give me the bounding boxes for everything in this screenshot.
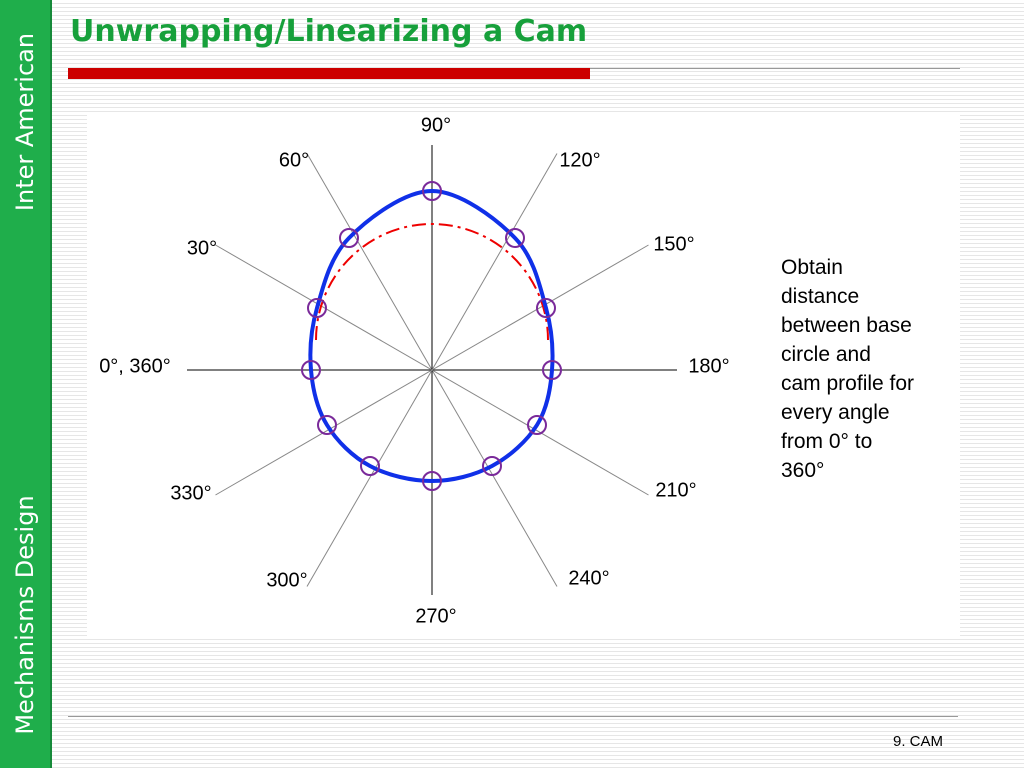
angle-label: 90° [421, 114, 451, 136]
note-line: circle and [781, 343, 871, 366]
sample-point [527, 415, 547, 435]
rule [68, 716, 958, 717]
angle-label: 240° [568, 567, 609, 589]
sample-point [536, 298, 556, 318]
sidebar-text: Mechanisms Design [11, 495, 39, 735]
sample-point [360, 456, 380, 476]
angle-label: 0°, 360° [99, 355, 171, 377]
sample-point [307, 298, 327, 318]
note-line: between base [781, 314, 912, 337]
angle-label: 330° [170, 482, 211, 504]
sample-point [505, 228, 525, 248]
angle-label: 150° [653, 233, 694, 255]
angle-label: 210° [655, 479, 696, 501]
angle-label: 30° [187, 237, 217, 259]
note-line: 360° [781, 459, 825, 482]
note-line: from 0° to [781, 430, 873, 453]
note-line: every angle [781, 401, 890, 424]
angle-label: 60° [279, 149, 309, 171]
angle-label: 270° [415, 605, 456, 627]
sample-point [317, 415, 337, 435]
angle-label: 180° [688, 355, 729, 377]
cam-profile [308, 188, 555, 484]
angle-label: 300° [266, 569, 307, 591]
radial-line [215, 244, 649, 496]
sample-point [301, 360, 321, 380]
title: Unwrapping/Linearizing a Cam [70, 14, 588, 49]
note: Obtain distance between base circle and cam … [781, 253, 914, 485]
diagram-bg [87, 113, 960, 638]
cam-diagram: 0°, 360° 30° 60° 90° 120° 150° 180° 210° 240° 270… [87, 113, 960, 638]
sidebar-text: Inter American [11, 32, 39, 212]
note-line: cam profile for [781, 372, 915, 395]
sample-point [422, 471, 442, 491]
page-number: 9. CAM [893, 733, 944, 750]
sample-point [482, 456, 502, 476]
note-line: distance [781, 285, 860, 308]
sidebar: Inter American Mechanisms Design [0, 0, 52, 768]
sample-point [542, 360, 562, 380]
note-line: Obtain [781, 256, 843, 279]
angle-label: 120° [559, 149, 600, 171]
rule [590, 68, 960, 69]
title-bar [68, 68, 590, 79]
base-circle [315, 223, 549, 341]
sample-point [422, 181, 442, 201]
sample-point [339, 228, 359, 248]
